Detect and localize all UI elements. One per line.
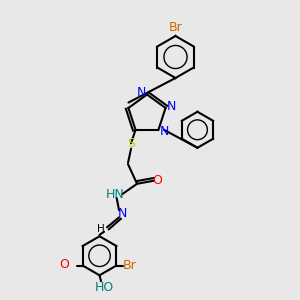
Text: S: S xyxy=(127,137,135,150)
Text: N: N xyxy=(137,86,146,100)
Text: N: N xyxy=(160,125,169,138)
Text: Br: Br xyxy=(123,259,137,272)
Text: O: O xyxy=(60,257,70,271)
Text: HN: HN xyxy=(106,188,125,201)
Text: H: H xyxy=(97,224,104,234)
Text: HO: HO xyxy=(94,281,114,294)
Text: N: N xyxy=(166,100,176,113)
Text: Br: Br xyxy=(169,21,182,34)
Text: N: N xyxy=(117,207,127,220)
Text: O: O xyxy=(152,174,162,187)
